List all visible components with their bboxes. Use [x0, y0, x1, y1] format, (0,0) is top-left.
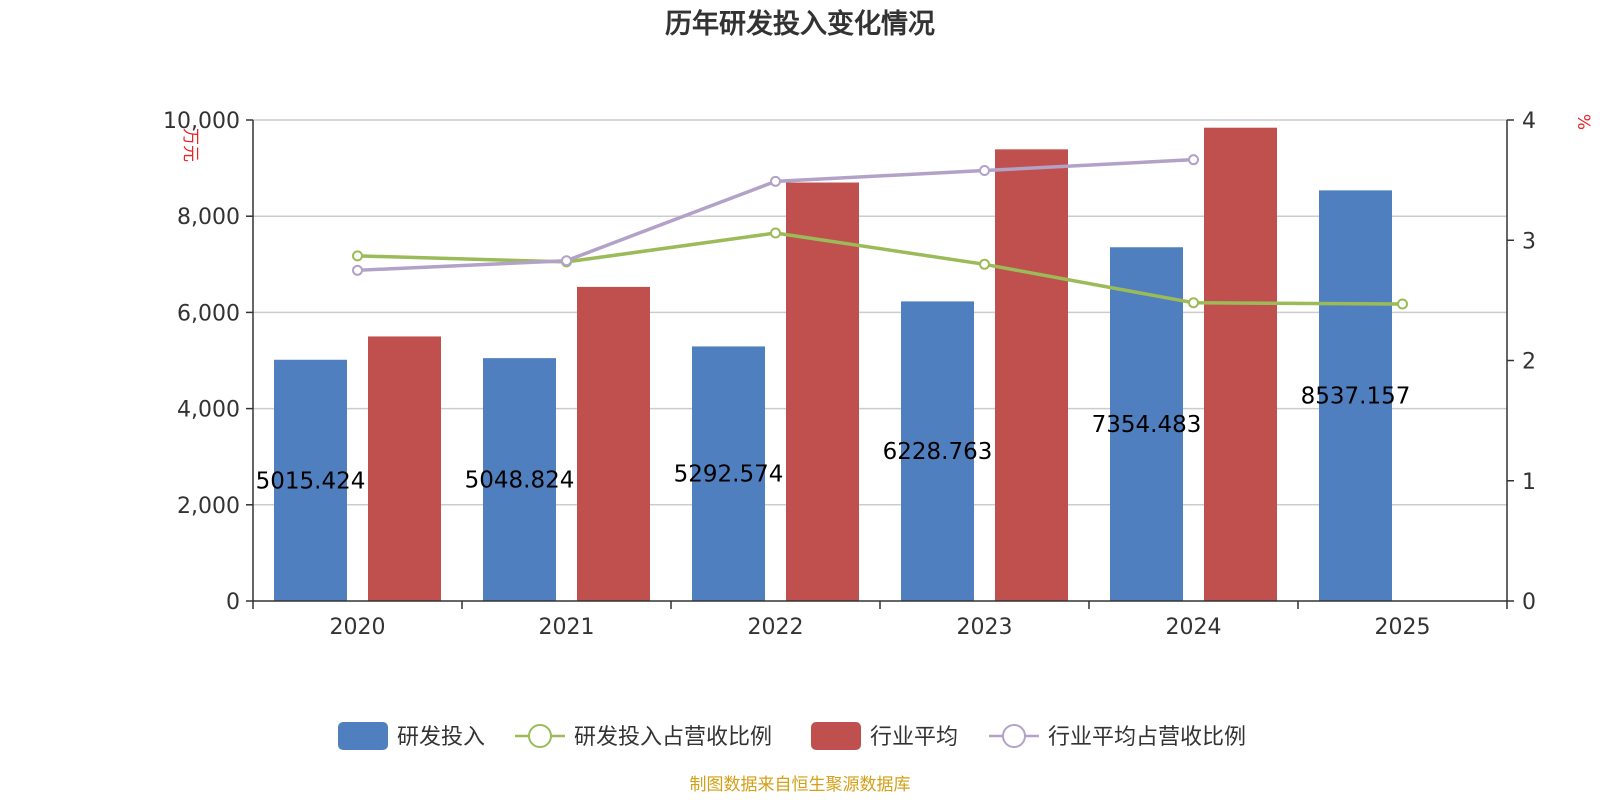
lines — [352, 154, 1408, 310]
bar-industry-average — [1204, 127, 1277, 602]
point-industry-ratio — [770, 175, 781, 187]
left-axis-unit: 万元 — [180, 128, 200, 162]
right-axis-tick-label: 1 — [1522, 470, 1536, 495]
right-axis-unit: % — [1573, 114, 1593, 130]
bar-rd-investment — [1110, 247, 1183, 601]
right-axis-tick-label: 0 — [1522, 590, 1536, 615]
legend-swatch-rd-investment — [338, 722, 388, 750]
data-label-rd-investment: 8537.157 — [1301, 384, 1411, 410]
point-rd-ratio — [1397, 298, 1408, 310]
data-labels: 5015.424 5048.824 5292.574 6228.763 7354.483… — [256, 384, 1411, 495]
chart-title: 历年研发投入变化情况 — [665, 8, 935, 40]
x-axis-tick-label: 2022 — [748, 615, 804, 640]
x-axis-tick-label: 2024 — [1166, 615, 1222, 640]
bar-industry-average — [995, 149, 1068, 601]
legend-label-industry-ratio: 行业平均占营收比例 — [1048, 725, 1246, 750]
point-industry-ratio — [979, 165, 990, 177]
right-axis-tick-label: 4 — [1522, 109, 1536, 134]
x-axis-tick-label: 2025 — [1375, 615, 1431, 640]
left-axis-tick-label: 0 — [226, 590, 240, 615]
bar-rd-investment — [901, 301, 974, 601]
grid — [253, 119, 1507, 506]
legend: 研发投入 研发投入占营收比例 行业平均 行业平均占营收比例 — [338, 722, 1246, 750]
x-axis-tick-label: 2020 — [330, 615, 386, 640]
legend-swatch-industry-ratio-marker — [1002, 724, 1026, 748]
bar-rd-investment — [1319, 190, 1392, 602]
point-industry-ratio — [352, 264, 363, 276]
bar-rd-investment — [692, 346, 765, 601]
left-axis-tick-label: 8,000 — [177, 205, 240, 230]
right-axis-tick-label: 3 — [1522, 229, 1536, 254]
legend-label-industry-average: 行业平均 — [870, 725, 958, 750]
data-label-rd-investment: 6228.763 — [883, 439, 993, 465]
bar-industry-average — [368, 336, 441, 601]
source-note: 制图数据来自恒生聚源数据库 — [690, 775, 911, 795]
legend-swatch-industry-average — [811, 722, 861, 750]
bar-industry-average — [786, 182, 859, 601]
point-rd-ratio — [770, 227, 781, 239]
x-axis-tick-label: 2021 — [539, 615, 595, 640]
data-label-rd-investment: 5048.824 — [465, 468, 575, 494]
data-label-rd-investment: 5015.424 — [256, 468, 366, 494]
left-axis-tick-label: 6,000 — [177, 301, 240, 326]
point-industry-ratio — [561, 255, 572, 267]
bar-rd-investment — [274, 359, 347, 601]
left-axis-tick-label: 4,000 — [177, 398, 240, 423]
x-axis-tick-label: 2023 — [957, 615, 1013, 640]
left-axis-tick-label: 2,000 — [177, 494, 240, 519]
right-axis-tick-label: 2 — [1522, 350, 1536, 375]
axes: 0 2,000 4,000 6,000 8,000 10,000 0 1 2 3 4 2020 2021… — [163, 109, 1536, 640]
bars — [274, 127, 1392, 602]
legend-label-rd-investment: 研发投入 — [397, 725, 485, 750]
point-industry-ratio — [1188, 154, 1199, 166]
bar-rd-investment — [483, 358, 556, 601]
legend-label-rd-ratio: 研发投入占营收比例 — [574, 725, 772, 750]
bar-industry-average — [577, 286, 650, 601]
point-rd-ratio — [1188, 297, 1199, 309]
data-label-rd-investment: 7354.483 — [1092, 412, 1202, 438]
point-rd-ratio — [979, 258, 990, 270]
point-rd-ratio — [352, 250, 363, 262]
legend-swatch-rd-ratio-marker — [528, 724, 552, 748]
left-axis-tick-label: 10,000 — [163, 109, 240, 134]
data-label-rd-investment: 5292.574 — [674, 462, 784, 488]
